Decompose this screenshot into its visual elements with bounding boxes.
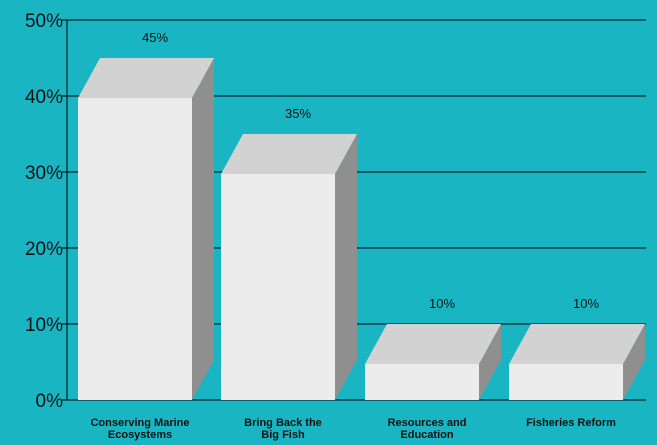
bar-top — [509, 324, 645, 364]
bar-side — [479, 324, 501, 400]
y-tick-label: 10% — [25, 315, 63, 336]
bar-side — [192, 58, 214, 400]
data-label: 45% — [142, 30, 168, 45]
y-tick-labels: 0% 10% 20% 30% 40% 50% — [25, 11, 63, 412]
bar — [365, 324, 501, 400]
category-label: Resources and — [388, 417, 467, 429]
category-label: Big Fish — [261, 429, 305, 441]
y-tick-label: 30% — [25, 163, 63, 184]
bar-top — [365, 324, 501, 364]
y-tick-label: 0% — [36, 391, 64, 412]
bar-side — [335, 134, 357, 400]
bar-front — [221, 174, 335, 400]
bar-top — [221, 134, 357, 174]
bar-top — [78, 58, 214, 98]
category-label: Fisheries Reform — [526, 417, 616, 429]
bar-front — [365, 364, 479, 400]
bar-side — [623, 324, 645, 400]
category-label: Education — [400, 429, 453, 441]
data-label: 10% — [429, 296, 455, 311]
bar — [509, 324, 645, 400]
bar-front — [509, 364, 623, 400]
y-tick-label: 50% — [25, 11, 63, 32]
category-label: Ecosystems — [108, 429, 172, 441]
bar — [78, 58, 214, 400]
bars — [78, 58, 645, 400]
data-label: 35% — [285, 106, 311, 121]
category-label: Bring Back the — [244, 417, 322, 429]
data-labels: 45% 35% 10% 10% — [142, 30, 599, 311]
data-label: 10% — [573, 296, 599, 311]
bar-front — [78, 98, 192, 400]
y-tick-label: 20% — [25, 239, 63, 260]
y-tick-label: 40% — [25, 87, 63, 108]
bar — [221, 134, 357, 400]
category-label: Conserving Marine — [90, 417, 189, 429]
